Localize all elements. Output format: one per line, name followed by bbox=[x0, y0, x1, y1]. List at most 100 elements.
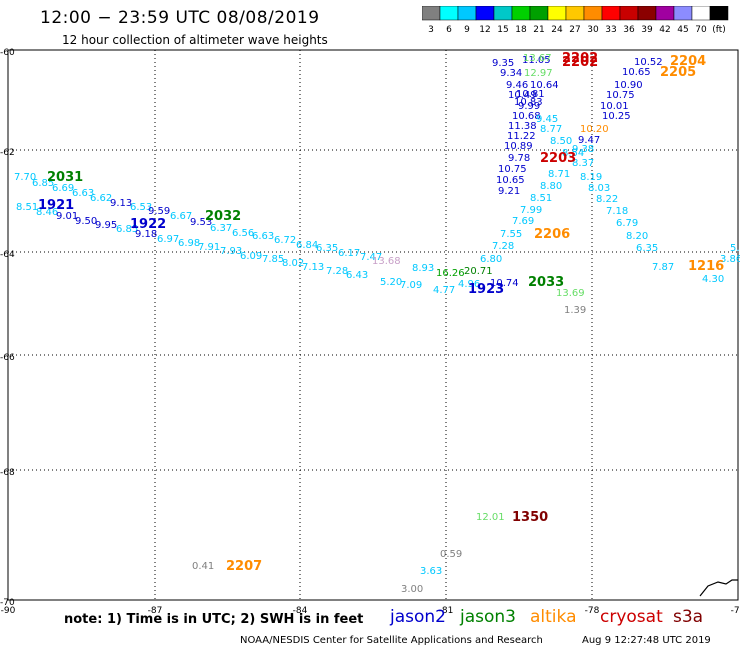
swh-value: 9.99 bbox=[518, 101, 540, 112]
swh-value: 9.46 bbox=[506, 80, 528, 91]
colorbar-label: 45 bbox=[677, 25, 688, 35]
swh-value: 16.26 bbox=[436, 268, 465, 279]
pass-time-label: 2205 bbox=[660, 65, 696, 80]
colorbar-label: 15 bbox=[497, 25, 508, 35]
swh-value: 8.19 bbox=[580, 172, 602, 183]
colorbar-label: 6 bbox=[446, 25, 452, 35]
swh-value: 9.47 bbox=[578, 135, 600, 146]
swh-value: 8.22 bbox=[596, 194, 618, 205]
colorbar-label: 42 bbox=[659, 25, 670, 35]
swh-value: 6.35 bbox=[636, 243, 658, 254]
coastline bbox=[699, 579, 738, 597]
swh-value: 7.70 bbox=[14, 172, 36, 183]
swh-value: 6.79 bbox=[616, 218, 638, 229]
page-title: 12:00 − 23:59 UTC 08/08/2019 bbox=[40, 8, 320, 28]
swh-value: 6.85 bbox=[32, 178, 54, 189]
pass-time-label: 1923 bbox=[468, 282, 504, 297]
swh-value: 10.74 bbox=[490, 278, 519, 289]
swh-value: 10.52 bbox=[634, 57, 663, 68]
swh-value: 7.87 bbox=[652, 262, 674, 273]
swh-value: 10.89 bbox=[504, 141, 533, 152]
swh-value: 10.49 bbox=[508, 90, 537, 101]
swh-value: 10.20 bbox=[580, 124, 609, 135]
swh-value: 13.69 bbox=[556, 288, 585, 299]
colorbar-label: (ft) bbox=[712, 25, 726, 35]
swh-value: 7.85 bbox=[262, 254, 284, 265]
colorbar-swatch bbox=[709, 6, 729, 21]
swh-value: 8.71 bbox=[548, 169, 570, 180]
swh-value: 11.22 bbox=[507, 131, 536, 142]
legend-altika: altika bbox=[530, 607, 577, 627]
legend-jason3: jason3 bbox=[460, 607, 516, 627]
swh-value: 8.54 bbox=[562, 148, 584, 159]
swh-value: 6.97 bbox=[157, 234, 179, 245]
swh-value: 8.46 bbox=[36, 207, 58, 218]
latitude-label: -60 bbox=[0, 48, 15, 58]
swh-value: 10.83 bbox=[514, 97, 543, 108]
colorbar-label: 21 bbox=[533, 25, 544, 35]
swh-value: 9.59 bbox=[148, 206, 170, 217]
swh-value: 5.20 bbox=[380, 277, 402, 288]
latitude-label: -70 bbox=[0, 598, 15, 608]
pass-time-label: 2033 bbox=[528, 275, 564, 290]
swh-value: 0.41 bbox=[192, 561, 214, 572]
pass-time-label: 2031 bbox=[47, 170, 83, 185]
swh-value: 7.69 bbox=[512, 216, 534, 227]
pass-time-label: 1216 bbox=[688, 259, 724, 274]
swh-value: 7.99 bbox=[520, 205, 542, 216]
longitude-label: -78 bbox=[585, 606, 600, 616]
longitude-label: -87 bbox=[148, 606, 163, 616]
colorbar-label: 30 bbox=[587, 25, 599, 35]
swh-value: 7.28 bbox=[492, 241, 514, 252]
swh-value: 8.02 bbox=[282, 258, 304, 269]
swh-value: 9.34 bbox=[500, 68, 522, 79]
swh-value: 8.77 bbox=[540, 124, 562, 135]
colorbar-label: 39 bbox=[641, 25, 653, 35]
latitude-label: -68 bbox=[0, 468, 15, 478]
colorbar-label: 36 bbox=[623, 25, 635, 35]
legend-jason2: jason2 bbox=[390, 607, 446, 627]
pass-time-label: 2032 bbox=[205, 209, 241, 224]
colorbar-label: 12 bbox=[479, 25, 490, 35]
swh-value: 8.37 bbox=[572, 158, 594, 169]
swh-value: 6.98 bbox=[178, 238, 200, 249]
swh-value: 7.09 bbox=[400, 280, 422, 291]
pass-time-label: 2202 bbox=[562, 51, 598, 66]
pass-time-label: 2206 bbox=[534, 227, 570, 242]
swh-value: 6.63 bbox=[252, 231, 274, 242]
swh-value: 5.4 bbox=[730, 243, 740, 254]
swh-value: 10.01 bbox=[600, 101, 629, 112]
swh-value: 9.01 bbox=[56, 211, 78, 222]
colorbar-label: 27 bbox=[569, 25, 580, 35]
swh-value: 8.80 bbox=[540, 181, 562, 192]
longitude-label: -90 bbox=[1, 606, 16, 616]
swh-value: 12.01 bbox=[476, 512, 505, 523]
swh-value: 13.68 bbox=[372, 256, 401, 267]
swh-value: 8.93 bbox=[412, 263, 434, 274]
swh-value: 9.50 bbox=[75, 216, 97, 227]
legend-cryosat: cryosat bbox=[600, 607, 663, 627]
swh-value: 6.56 bbox=[232, 228, 254, 239]
swh-value: 12.97 bbox=[524, 68, 553, 79]
swh-value: 10.65 bbox=[622, 67, 651, 78]
swh-value: 3.00 bbox=[401, 584, 423, 595]
pass-time-label: 2204 bbox=[670, 54, 706, 69]
colorbar-label: 3 bbox=[428, 25, 434, 35]
swh-value: 10.81 bbox=[516, 89, 545, 100]
swh-value: 6.35 bbox=[316, 243, 338, 254]
swh-value: 11.38 bbox=[508, 121, 537, 132]
colorbar-label: 33 bbox=[605, 25, 616, 35]
swh-value: 7.13 bbox=[302, 262, 324, 273]
legend-s3a: s3a bbox=[673, 607, 704, 627]
footer-timestamp: Aug 9 12:27:48 UTC 2019 bbox=[582, 635, 711, 646]
footer-credit: NOAA/NESDIS Center for Satellite Applica… bbox=[240, 635, 543, 646]
swh-value: 3.63 bbox=[420, 566, 442, 577]
swh-value: 9.13 bbox=[110, 198, 132, 209]
swh-value: 0.59 bbox=[440, 549, 462, 560]
swh-value: 10.75 bbox=[498, 164, 527, 175]
longitude-label: -75 bbox=[731, 606, 740, 616]
swh-value: 4.77 bbox=[433, 285, 455, 296]
swh-value: 9.21 bbox=[498, 186, 520, 197]
swh-value: 6.43 bbox=[346, 270, 368, 281]
swh-value: 6.67 bbox=[170, 211, 192, 222]
